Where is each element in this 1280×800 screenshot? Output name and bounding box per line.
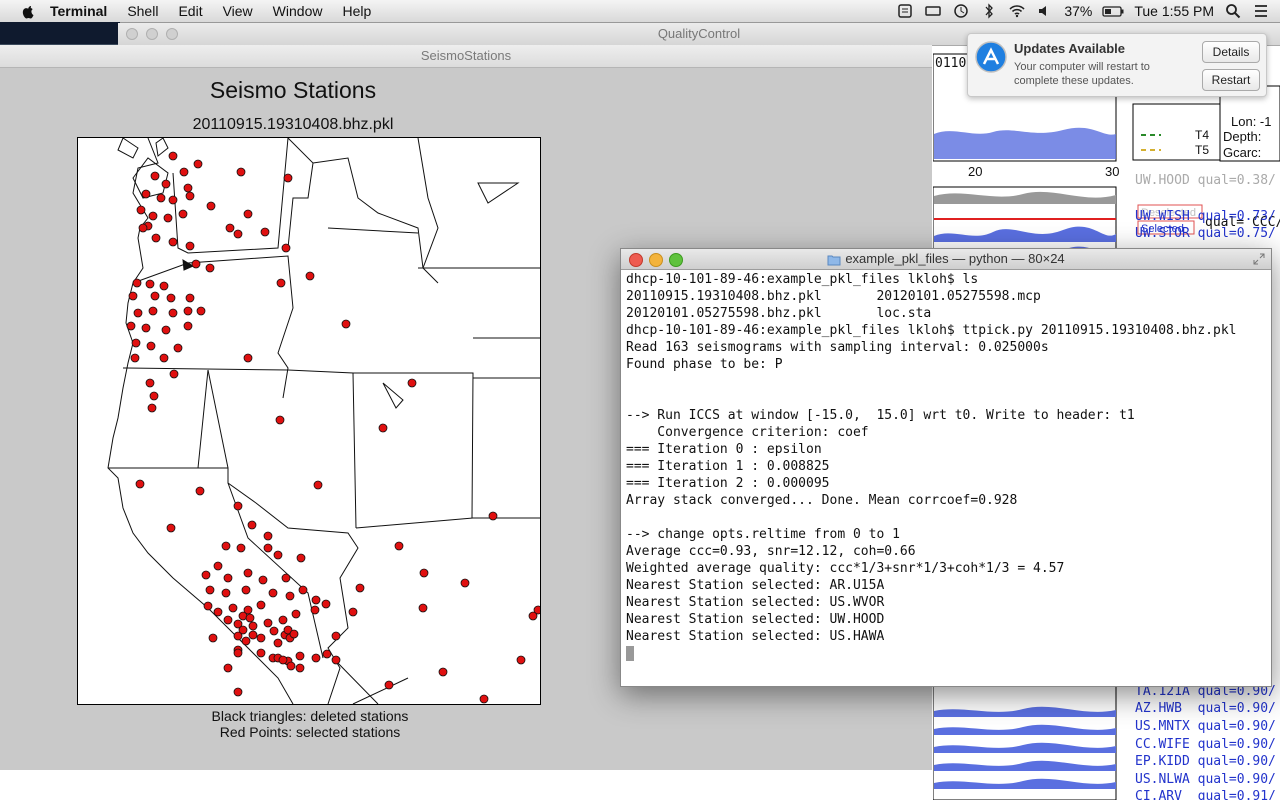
- terminal-titlebar[interactable]: example_pkl_files — python — 80×24: [621, 249, 1271, 270]
- app-store-icon: [975, 41, 1007, 73]
- fullscreen-icon[interactable]: [1253, 253, 1265, 265]
- wifi-icon[interactable]: [1008, 2, 1026, 20]
- deleted-stations: [182, 182, 520, 409]
- spotlight-search-icon[interactable]: [1224, 2, 1242, 20]
- station-label-arv[interactable]: CI.ARV qual=0.91/: [1135, 789, 1276, 800]
- terminal-line: --> change opts.reltime from 0 to 1: [626, 527, 900, 542]
- legend-t4: T4: [1195, 128, 1209, 142]
- terminal-window[interactable]: example_pkl_files — python — 80×24 dhcp-…: [620, 248, 1272, 687]
- station-map[interactable]: [77, 137, 543, 705]
- info-gcarc: Gcarc:: [1223, 145, 1261, 160]
- terminal-minimize-button[interactable]: [649, 253, 663, 267]
- terminal-prompt-line[interactable]: [626, 645, 1266, 662]
- axis-tick-30: 30: [1105, 164, 1119, 179]
- terminal-line: === Iteration 0 : epsilon: [626, 442, 822, 457]
- terminal-zoom-button[interactable]: [669, 253, 683, 267]
- notification-message: Your computer will restart to complete t…: [1014, 61, 1150, 87]
- terminal-close-button[interactable]: [629, 253, 643, 267]
- terminal-output[interactable]: dhcp-10-101-89-46:example_pkl_files lklo…: [626, 271, 1266, 662]
- menu-bar: Terminal Shell Edit View Window Help 37%…: [0, 0, 1280, 23]
- station-label-stor[interactable]: UW.STOR qual=0.75/: [1135, 226, 1276, 241]
- terminal-line: [626, 390, 1266, 407]
- caption-deleted: Black triangles: deleted stations: [211, 708, 409, 724]
- desktop-background: [0, 22, 120, 44]
- clock[interactable]: Tue 1:55 PM: [1134, 3, 1214, 19]
- station-label-mntx[interactable]: US.MNTX qual=0.90/: [1135, 719, 1276, 734]
- figure-title: Seismo Stations: [209, 77, 377, 103]
- minimize-button[interactable]: [146, 28, 158, 40]
- figure-subtitle: 20110915.19310408.bhz.pkl: [192, 116, 394, 133]
- menu-edit[interactable]: Edit: [178, 3, 203, 19]
- script-icon[interactable]: [896, 2, 914, 20]
- window-title: QualityControl: [657, 26, 741, 41]
- station-label-wife[interactable]: CC.WIFE qual=0.90/: [1135, 737, 1276, 752]
- deselected-label[interactable]: Deselected: [1141, 207, 1196, 219]
- details-button[interactable]: Details: [1202, 41, 1260, 63]
- terminal-line: Array stack converged... Done. Mean corr…: [626, 493, 1018, 508]
- axis-tick-20: 20: [968, 164, 982, 179]
- terminal-line: 20110915.19310408.bhz.pkl 20120101.05275…: [626, 289, 1041, 304]
- info-depth: Depth:: [1223, 129, 1261, 144]
- terminal-line: Nearest Station selected: US.WVOR: [626, 595, 885, 610]
- notification-title: Updates Available: [1014, 41, 1126, 56]
- terminal-title: example_pkl_files — python — 80×24: [845, 251, 1065, 266]
- terminal-line: --> Run ICCS at window [-15.0, 15.0] wrt…: [626, 408, 1135, 423]
- folder-icon: [827, 255, 841, 266]
- caption-selected: Red Points: selected stations: [219, 724, 401, 740]
- station-label-hood[interactable]: UW.HOOD qual=0.38/: [1135, 173, 1276, 188]
- qual-header: qual= CCC/: [1205, 215, 1280, 230]
- time-machine-icon[interactable]: [952, 2, 970, 20]
- battery-icon[interactable]: [1102, 2, 1124, 20]
- menu-app-terminal[interactable]: Terminal: [50, 3, 108, 19]
- station-label-hwb[interactable]: AZ.HWB qual=0.90/: [1135, 701, 1276, 716]
- terminal-line: === Iteration 1 : 0.008825: [626, 459, 830, 474]
- station-label-wish[interactable]: UW.WISH qual=0.73/: [1135, 209, 1276, 224]
- menu-window[interactable]: Window: [272, 3, 323, 19]
- menu-view[interactable]: View: [222, 3, 253, 19]
- menu-help[interactable]: Help: [342, 3, 372, 19]
- coastline: [107, 137, 294, 705]
- terminal-line: Average ccc=0.93, snr=12.12, coh=0.66: [626, 544, 916, 559]
- terminal-line: Weighted average quality: ccc*1/3+snr*1/…: [626, 561, 1065, 576]
- terminal-line: Nearest Station selected: AR.U15A: [626, 578, 885, 593]
- terminal-line: Convergence criterion: coef: [626, 425, 869, 440]
- zoom-button[interactable]: [166, 28, 178, 40]
- event-tag-label: 0110: [935, 56, 966, 71]
- station-label-nlwa[interactable]: US.NLWA qual=0.90/: [1135, 772, 1276, 787]
- info-lon: Lon: -1: [1231, 114, 1271, 129]
- restart-button[interactable]: Restart: [1202, 69, 1260, 91]
- terminal-line: [626, 373, 1266, 390]
- terminal-line: Nearest Station selected: US.HAWA: [626, 629, 885, 644]
- terminal-line: dhcp-10-101-89-46:example_pkl_files lklo…: [626, 272, 979, 287]
- state-borders: [172, 137, 289, 254]
- terminal-line: dhcp-10-101-89-46:example_pkl_files lklo…: [626, 323, 1237, 338]
- updates-notification[interactable]: Updates Available Your computer will res…: [967, 33, 1267, 97]
- bluetooth-icon[interactable]: [980, 2, 998, 20]
- notification-center-icon[interactable]: [1252, 2, 1270, 20]
- selected-stations: [126, 151, 543, 704]
- station-label-121a[interactable]: TA.121A qual=0.90/: [1135, 684, 1276, 699]
- terminal-line: Nearest Station selected: UW.HOOD: [626, 612, 885, 627]
- terminal-line: [626, 509, 1266, 526]
- seismo-stations-titlebar[interactable]: SeismoStations: [0, 45, 932, 68]
- battery-percent: 37%: [1064, 3, 1093, 19]
- terminal-line: === Iteration 2 : 0.000095: [626, 476, 830, 491]
- apple-menu-icon[interactable]: [20, 3, 36, 19]
- station-label-kidd[interactable]: EP.KIDD qual=0.90/: [1135, 754, 1276, 769]
- selected-label[interactable]: Selected: [1141, 223, 1184, 235]
- legend-t5: T5: [1195, 143, 1209, 157]
- terminal-line: Found phase to be: P: [626, 357, 783, 372]
- terminal-cursor: [626, 646, 634, 661]
- terminal-line: 20120101.05275598.bhz.pkl loc.sta: [626, 306, 932, 321]
- menu-shell[interactable]: Shell: [127, 3, 159, 19]
- close-button[interactable]: [126, 28, 138, 40]
- terminal-line: Read 163 seismograms with sampling inter…: [626, 340, 1049, 355]
- battery-menu-icon[interactable]: [924, 2, 942, 20]
- seismo-window-footer: [0, 770, 932, 800]
- map-canvas: [107, 137, 543, 705]
- volume-icon[interactable]: [1036, 2, 1054, 20]
- window-controls: [126, 28, 178, 40]
